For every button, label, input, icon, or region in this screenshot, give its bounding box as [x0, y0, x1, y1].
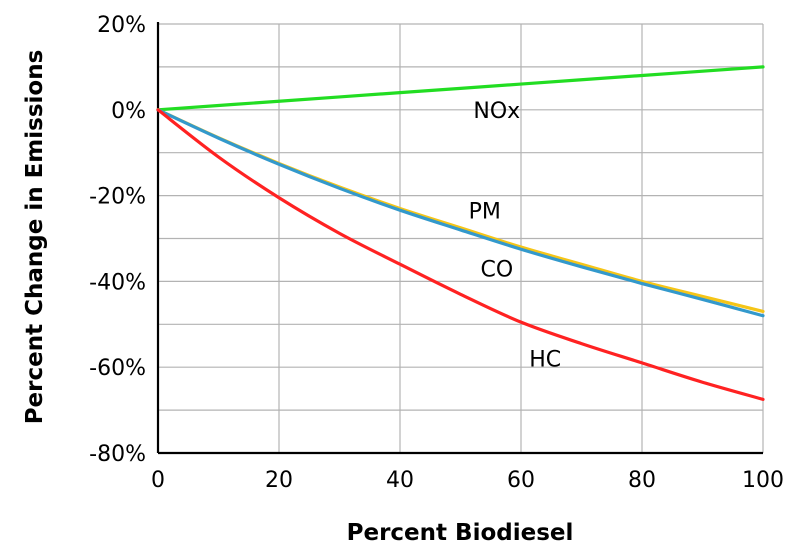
- series-line-hc: [156, 108, 765, 401]
- tick-labels: 20% 0% -20% -40% -60% -80%0 20 40 60 80 100: [89, 13, 784, 493]
- series-labels: NOx PM CO HC: [469, 99, 562, 373]
- y-tick-label: 0%: [111, 99, 146, 124]
- x-tick-label: 20: [265, 468, 293, 493]
- grid: [158, 23, 764, 453]
- series-label-pm: PM: [469, 200, 501, 225]
- series-label-co: CO: [480, 258, 513, 283]
- series-label-nox: NOx: [473, 99, 520, 124]
- axes: [156, 22, 763, 455]
- x-tick-label: 0: [151, 468, 165, 493]
- y-tick-label: -20%: [89, 185, 146, 210]
- y-tick-label: -60%: [89, 356, 146, 381]
- series-label-hc: HC: [529, 348, 561, 373]
- series-line-nox: [156, 65, 765, 112]
- x-axis-title: Percent Biodiesel: [347, 520, 574, 546]
- y-tick-label: -40%: [89, 270, 146, 295]
- y-tick-label: 20%: [97, 13, 146, 38]
- x-tick-label: 100: [742, 468, 784, 493]
- y-axis-title: Percent Change in Emissions: [22, 50, 48, 425]
- y-tick-label: -80%: [89, 442, 146, 467]
- x-tick-label: 80: [628, 468, 656, 493]
- series-lines: [156, 65, 765, 401]
- x-tick-label: 40: [386, 468, 414, 493]
- series-line-co: [156, 108, 765, 318]
- x-tick-label: 60: [507, 468, 535, 493]
